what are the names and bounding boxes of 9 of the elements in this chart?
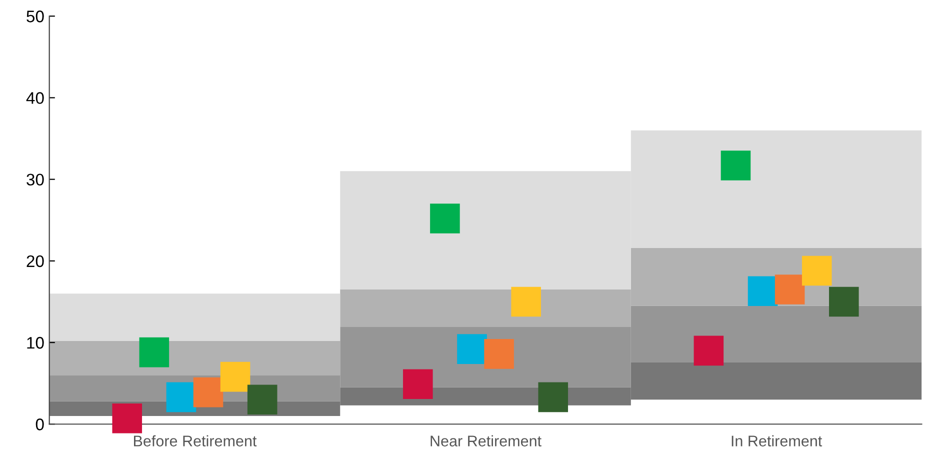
x-tick-label: Before Retirement (134, 435, 257, 446)
y-tick-label: 0 (36, 418, 44, 430)
x-tick-label: Near Retirement (430, 435, 542, 446)
y-tick-label: 40 (26, 92, 44, 104)
y-tick-label: 10 (27, 336, 44, 349)
y-tick-label: 30 (26, 174, 44, 186)
y-tick-label: 50 (26, 10, 44, 22)
x-tick-label: In Retirement (732, 435, 822, 446)
y-tick-label: 20 (26, 255, 44, 268)
